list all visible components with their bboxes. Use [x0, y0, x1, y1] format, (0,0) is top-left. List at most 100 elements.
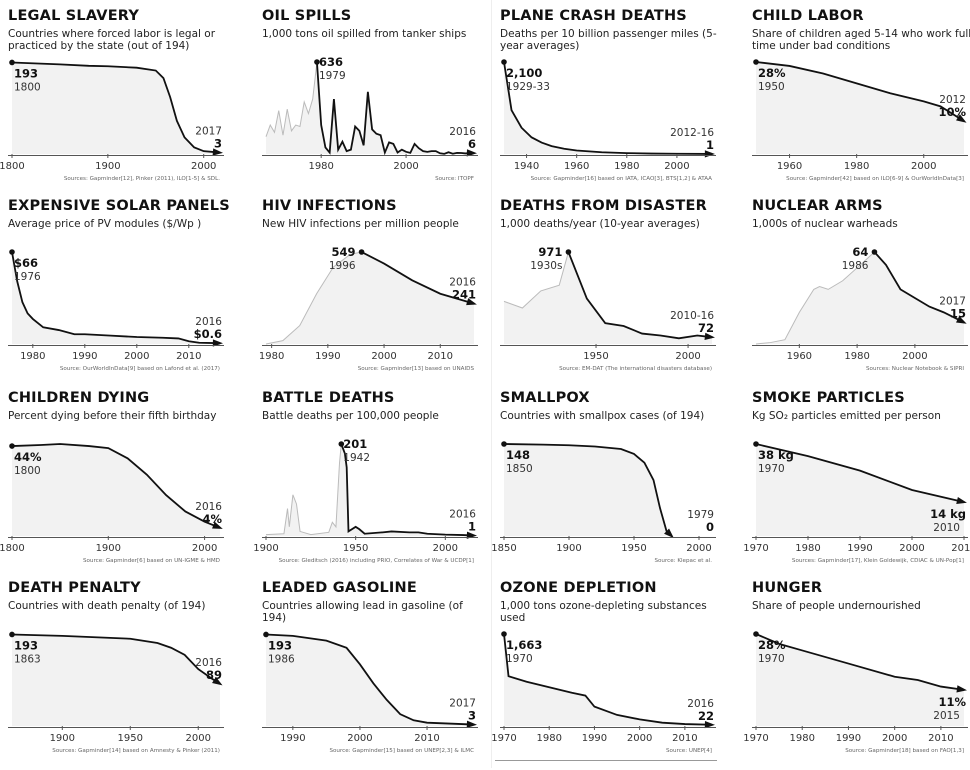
highlight-year-label: 1800 — [14, 81, 41, 93]
area-fill — [504, 252, 712, 344]
chart-subtitle: 1,000 deaths/year (10-year averages) — [500, 218, 700, 230]
source-note: Source: Gleditsch (2016) including PRIO,… — [279, 558, 474, 564]
highlight-value-label: $66 — [14, 256, 38, 270]
series-line — [873, 251, 965, 324]
highlight-value-label: 193 — [14, 66, 38, 80]
highlight-year-label: 1986 — [842, 260, 869, 272]
chart-panel: HUNGER Share of people undernourished 1970… — [743, 580, 970, 770]
highlight-point — [338, 441, 345, 447]
chart-panel: NUCLEAR ARMS 1,000s of nuclear warheads 19… — [752, 198, 970, 388]
chart-panel: LEADED GASOLINE Countries allowing lead i… — [262, 580, 490, 770]
highlight-year-label: 1942 — [343, 452, 370, 464]
x-tick-label: 2000 — [882, 733, 907, 744]
highlight-value-label: 148 — [506, 448, 530, 462]
highlight-point — [501, 631, 507, 637]
chart-subtitle: Percent dying before their fifth birthda… — [8, 410, 217, 422]
end-year-label: 2012-16 — [670, 127, 714, 139]
highlight-year-label: 1800 — [14, 465, 41, 477]
highlight-year-label: 1996 — [329, 260, 356, 272]
chart-panel: SMOKE PARTICLES Kg SO₂ particles emitted … — [743, 390, 970, 580]
highlight-point — [501, 441, 507, 447]
x-tick-label: 1900 — [253, 543, 278, 554]
series-line-early — [265, 443, 342, 536]
highlight-year-label: 1970 — [506, 653, 533, 665]
area-fill — [504, 634, 712, 726]
series-line-early — [265, 61, 318, 137]
end-year-label: 2017 — [939, 295, 966, 307]
x-tick-label: 2000 — [686, 543, 711, 554]
highlight-point — [314, 59, 320, 65]
x-tick-label: 1980 — [789, 733, 814, 744]
area-fill — [12, 444, 220, 536]
end-year-label: 2010 — [933, 522, 960, 534]
area-fill — [504, 444, 672, 536]
source-note: Source: Gapminder[18] based on FAO[1,3] — [845, 748, 964, 754]
highlight-point — [753, 441, 759, 447]
end-arrow — [956, 316, 967, 324]
end-value-label: 4% — [202, 512, 222, 526]
series-line — [11, 61, 221, 154]
series-line-early — [755, 251, 875, 345]
x-tick-label: 1960 — [787, 351, 812, 362]
highlight-value-label: 193 — [14, 638, 38, 652]
end-value-label: 22 — [698, 709, 714, 723]
x-tick-label: 1850 — [491, 543, 516, 554]
chart-panel: LEGAL SLAVERY Countries where forced labo… — [0, 8, 236, 198]
chart-subtitle: Battle deaths per 100,000 people — [262, 410, 439, 422]
chart-title: CHILD LABOR — [752, 8, 864, 24]
x-tick-label: 1980 — [20, 351, 45, 362]
chart-subtitle: Kg SO₂ particles emitted per person — [752, 410, 941, 422]
source-note: Source: Gapminder[13] based on UNAIDS — [358, 366, 475, 372]
x-tick-label: 1800 — [0, 543, 25, 554]
x-tick-label: 1900 — [95, 161, 120, 172]
x-tick-label: 1980 — [844, 161, 869, 172]
end-arrow — [466, 149, 477, 157]
x-tick-label: 2000 — [393, 161, 418, 172]
end-year-label: 2015 — [933, 710, 960, 722]
x-tick-label: 2000 — [192, 543, 217, 554]
chart-subtitle: Share of people undernourished — [752, 600, 921, 612]
end-value-label: 11% — [938, 695, 966, 709]
highlight-year-label: 1970 — [758, 653, 785, 665]
series-line — [11, 251, 221, 345]
source-note: Sources: Gapminder[14] based on Amnesty … — [52, 748, 220, 754]
source-note: Source: UNEP[4] — [666, 748, 712, 754]
chart-subtitle: 1,000 tons ozone-depleting substances us… — [500, 600, 707, 624]
x-tick-label: 1960 — [564, 161, 589, 172]
end-year-label: 2016 — [195, 657, 222, 669]
end-year-label: 2012 — [939, 94, 966, 106]
chart-subtitle: Deaths per 10 billion passenger miles (5… — [500, 28, 717, 52]
x-tick-label: 1990 — [72, 351, 97, 362]
x-tick-label: 2010 — [176, 351, 201, 362]
source-note: Source: Gapminder[6] based on UN-IGME & … — [83, 558, 220, 564]
chart-svg: 1970 1980 1990 2000 20101,6631970201622Sourc… — [491, 631, 716, 754]
x-tick-label: 1980 — [614, 161, 639, 172]
series-line — [503, 61, 713, 155]
series-line — [265, 633, 475, 726]
x-tick-label: 2000 — [191, 161, 216, 172]
end-arrow — [664, 528, 674, 539]
source-note: Source: Gapminder[15] based on UNEP[2,3]… — [329, 748, 474, 754]
end-year-label: 2016 — [449, 126, 476, 138]
area-fill — [12, 62, 220, 154]
chart-subtitle: 1,000 tons oil spilled from tanker ships — [262, 28, 467, 40]
chart-subtitle: Share of children aged 5-14 who work ful… — [752, 28, 970, 52]
end-value-label: 1 — [706, 138, 714, 152]
end-year-label: 2016 — [195, 501, 222, 513]
end-arrow — [956, 114, 967, 123]
chart-panel: HIV INFECTIONS New HIV infections per mil… — [259, 198, 490, 388]
chart-panel: CHILD LABOR Share of children aged 5-14 w… — [752, 8, 970, 198]
area-fill — [756, 444, 964, 536]
highlight-point — [263, 631, 269, 638]
highlight-point — [9, 59, 15, 66]
area-fill — [756, 62, 964, 154]
highlight-year-label: 1979 — [319, 70, 346, 82]
x-tick-label: 2000 — [124, 351, 149, 362]
end-arrow — [466, 720, 477, 728]
x-tick-label: 1900 — [50, 733, 75, 744]
highlight-year-label: 1850 — [506, 463, 533, 475]
end-arrow — [212, 148, 223, 156]
x-tick-label: 2010 — [672, 733, 697, 744]
